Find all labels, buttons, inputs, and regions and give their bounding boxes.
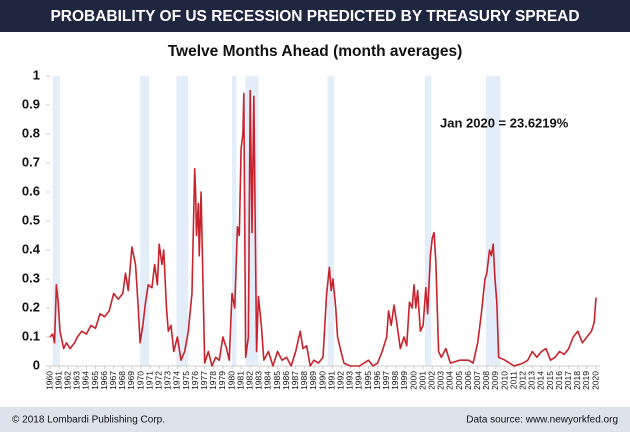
x-tick-label: 1976 [190,371,200,390]
x-tick-label: 2002 [426,371,436,390]
x-tick-label: 1996 [372,371,382,390]
recession-band [232,76,237,366]
x-tick-label: 2020 [590,371,600,390]
x-tick-label: 2008 [481,371,491,390]
x-tick-label: 2001 [417,371,427,390]
x-tick-label: 2000 [408,371,418,390]
recession-band [176,76,189,366]
x-tick-label: 1987 [290,371,300,390]
x-tick-label: 1983 [254,371,264,390]
x-tick-label: 2013 [527,371,537,390]
x-tick-label: 1977 [199,371,209,390]
header-bar [0,0,630,32]
y-tick-label: 0.1 [22,328,40,343]
y-tick-label: 0.8 [22,125,40,140]
x-tick-label: 1966 [99,371,109,390]
x-tick-label: 1999 [399,371,409,390]
x-tick-label: 1988 [299,371,309,390]
x-tick-label: 1992 [335,371,345,390]
x-tick-label: 2005 [454,371,464,390]
x-tick-label: 1990 [317,371,327,390]
x-tick-label: 2003 [436,371,446,390]
recession-band [327,76,334,366]
y-tick-label: 0.7 [22,154,40,169]
x-tick-label: 1982 [244,371,254,390]
x-tick-label: 2016 [554,371,564,390]
footer-bar [0,407,630,432]
x-tick-label: 1961 [53,371,63,390]
x-tick-label: 2009 [490,371,500,390]
x-tick-label: 1998 [390,371,400,390]
x-tick-label: 1967 [108,371,118,390]
x-tick-label: 1994 [354,371,364,390]
x-tick-label: 1970 [135,371,145,390]
y-tick-label: 0.5 [22,212,40,227]
x-tick-label: 1965 [90,371,100,390]
x-tick-label: 2010 [499,371,509,390]
x-tick-label: 2004 [445,371,455,390]
x-tick-label: 1962 [62,371,72,390]
x-tick-label: 1978 [208,371,218,390]
y-tick-label: 0 [33,357,40,372]
y-tick-label: 1 [33,67,40,82]
x-tick-label: 1985 [272,371,282,390]
annotation: Jan 2020 = 23.6219% [440,115,569,130]
x-tick-label: 1993 [345,371,355,390]
x-tick-label: 2011 [508,371,518,390]
x-tick-label: 2014 [536,371,546,390]
recession-band [424,76,432,366]
y-tick-label: 0.3 [22,270,40,285]
x-tick-label: 1969 [126,371,136,390]
x-tick-label: 2006 [463,371,473,390]
y-tick-label: 0.4 [22,241,41,256]
recession-band [52,76,61,366]
x-tick-label: 1986 [281,371,291,390]
x-tick-label: 1974 [172,371,182,390]
x-tick-label: 2007 [472,371,482,390]
x-tick-label: 1991 [326,371,336,390]
chart-title: Twelve Months Ahead (month averages) [168,43,463,60]
x-tick-label: 2015 [545,371,555,390]
x-tick-label: 1995 [363,371,373,390]
x-tick-label: 1971 [144,371,154,390]
x-tick-label: 2018 [572,371,582,390]
x-tick-label: 1984 [263,371,273,390]
y-tick-label: 0.9 [22,96,40,111]
x-tick-label: 1963 [72,371,82,390]
x-tick-label: 1989 [308,371,318,390]
y-tick-label: 0.2 [22,299,40,314]
footer-source: Data source: www.newyorkfed.org [466,415,618,426]
x-tick-label: 2012 [517,371,527,390]
x-tick-label: 2017 [563,371,573,390]
x-tick-label: 1981 [235,371,245,390]
x-tick-label: 1997 [381,371,391,390]
x-tick-label: 2019 [581,371,591,390]
x-tick-label: 1975 [181,371,191,390]
probability-line [49,89,597,367]
x-tick-label: 1980 [226,371,236,390]
x-tick-label: 1979 [217,371,227,390]
y-tick-label: 0.6 [22,183,40,198]
x-tick-label: 1968 [117,371,127,390]
recession-band [140,76,150,366]
x-tick-label: 1973 [163,371,173,390]
x-tick-label: 1972 [153,371,163,390]
x-tick-label: 1964 [81,371,91,390]
x-tick-label: 1960 [44,371,54,390]
footer-copyright: © 2018 Lombardi Publishing Corp. [12,415,165,426]
header-title: PROBABILITY OF US RECESSION PREDICTED BY… [50,8,579,25]
